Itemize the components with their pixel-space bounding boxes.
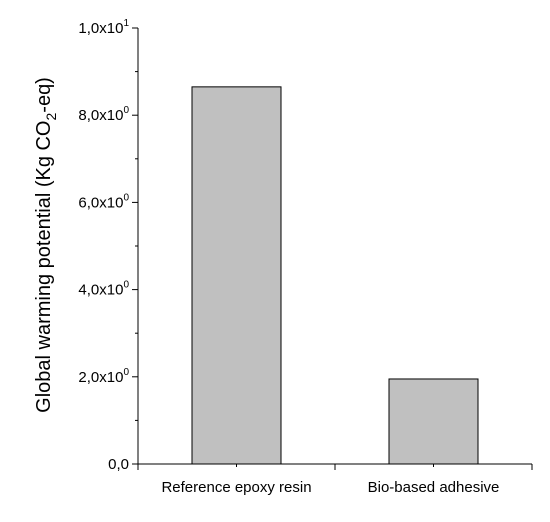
y-axis-title: Global warming potential (Kg CO2-eq): [33, 77, 59, 413]
y-tick-exponent: 1: [123, 18, 129, 29]
y-tick-exponent: 0: [123, 105, 129, 116]
y-axis-title-suffix: -eq): [33, 77, 55, 113]
y-tick-exponent: 0: [123, 367, 129, 378]
y-axis-title-prefix: Global warming potential (Kg CO: [33, 121, 55, 413]
y-tick-label: 2,0x100: [78, 367, 129, 386]
bar-1: [388, 378, 479, 465]
y-tick-mantissa: 1,0x10: [78, 20, 123, 37]
x-axis: Reference epoxy resin Bio-based adhesive: [137, 463, 533, 496]
bars-group: [191, 86, 479, 465]
y-tick-label: 1,0x101: [78, 18, 129, 37]
y-tick-exponent: 0: [123, 280, 129, 291]
y-tick-label: 4,0x100: [78, 280, 129, 299]
y-axis-title-subscript: 2: [43, 113, 59, 121]
x-tick-label: Bio-based adhesive: [368, 479, 500, 496]
y-tick-mantissa: 8,0x10: [78, 107, 123, 124]
y-tick-exponent: 0: [123, 192, 129, 203]
bar-0: [191, 86, 282, 465]
y-tick-mantissa: 2,0x10: [78, 369, 123, 386]
y-tick-label: 8,0x100: [78, 105, 129, 124]
y-tick-mantissa: 4,0x10: [78, 282, 123, 299]
y-tick-label: 0,0: [108, 456, 129, 473]
x-tick-label: Reference epoxy resin: [161, 479, 311, 496]
y-tick-label: 6,0x100: [78, 192, 129, 211]
y-tick-mantissa: 0,0: [108, 456, 129, 473]
y-tick-mantissa: 6,0x10: [78, 194, 123, 211]
